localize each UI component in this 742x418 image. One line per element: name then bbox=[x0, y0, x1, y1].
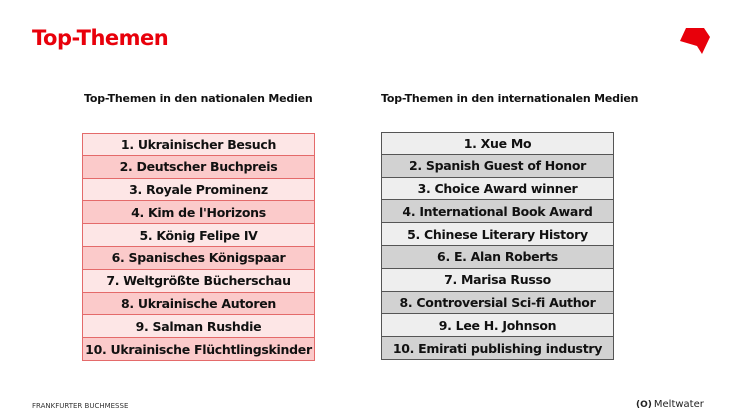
topic-row: 7. Marisa Russo bbox=[381, 268, 614, 292]
international-heading: Top-Themen in den internationalen Medien bbox=[381, 92, 639, 105]
national-topics-list: 1. Ukrainischer Besuch 2. Deutscher Buchp… bbox=[82, 133, 315, 361]
national-heading: Top-Themen in den nationalen Medien bbox=[84, 92, 313, 105]
topic-row: 4. Kim de l'Horizons bbox=[82, 201, 315, 225]
topic-row: 5. König Felipe IV bbox=[82, 224, 315, 247]
topic-row: 5. Chinese Literary History bbox=[381, 223, 614, 246]
topic-row: 10. Emirati publishing industry bbox=[381, 337, 614, 360]
international-topics-list: 1. Xue Mo 2. Spanish Guest of Honor 3. Cho… bbox=[381, 132, 614, 360]
page-title: Top-Themen bbox=[32, 26, 169, 50]
topic-row: 4. International Book Award bbox=[381, 200, 614, 224]
topic-row: 2. Spanish Guest of Honor bbox=[381, 154, 614, 178]
topic-row: 9. Salman Rushdie bbox=[82, 315, 315, 339]
topic-row: 6. E. Alan Roberts bbox=[381, 245, 614, 269]
topic-row: 10. Ukrainische Flüchtlingskinder bbox=[82, 338, 315, 361]
topic-row: 7. Weltgrößte Bücherschau bbox=[82, 269, 315, 293]
topic-row: 8. Controversial Sci-fi Author bbox=[381, 291, 614, 315]
topic-row: 3. Choice Award winner bbox=[381, 177, 614, 201]
footer-organizer: FRANKFURTER BUCHMESSE bbox=[32, 402, 129, 410]
brand-name: Meltwater bbox=[653, 399, 704, 410]
topic-row: 2. Deutscher Buchpreis bbox=[82, 155, 315, 179]
topic-row: 1. Xue Mo bbox=[381, 132, 614, 155]
meltwater-logo-icon: (O) bbox=[636, 399, 652, 410]
topic-row: 1. Ukrainischer Besuch bbox=[82, 133, 315, 156]
frankfurt-logo-icon bbox=[680, 28, 710, 54]
meltwater-brand: (O) Meltwater bbox=[636, 399, 704, 410]
topic-row: 8. Ukrainische Autoren bbox=[82, 292, 315, 316]
topic-row: 6. Spanisches Königspaar bbox=[82, 246, 315, 270]
topic-row: 3. Royale Prominenz bbox=[82, 178, 315, 202]
topic-row: 9. Lee H. Johnson bbox=[381, 314, 614, 338]
